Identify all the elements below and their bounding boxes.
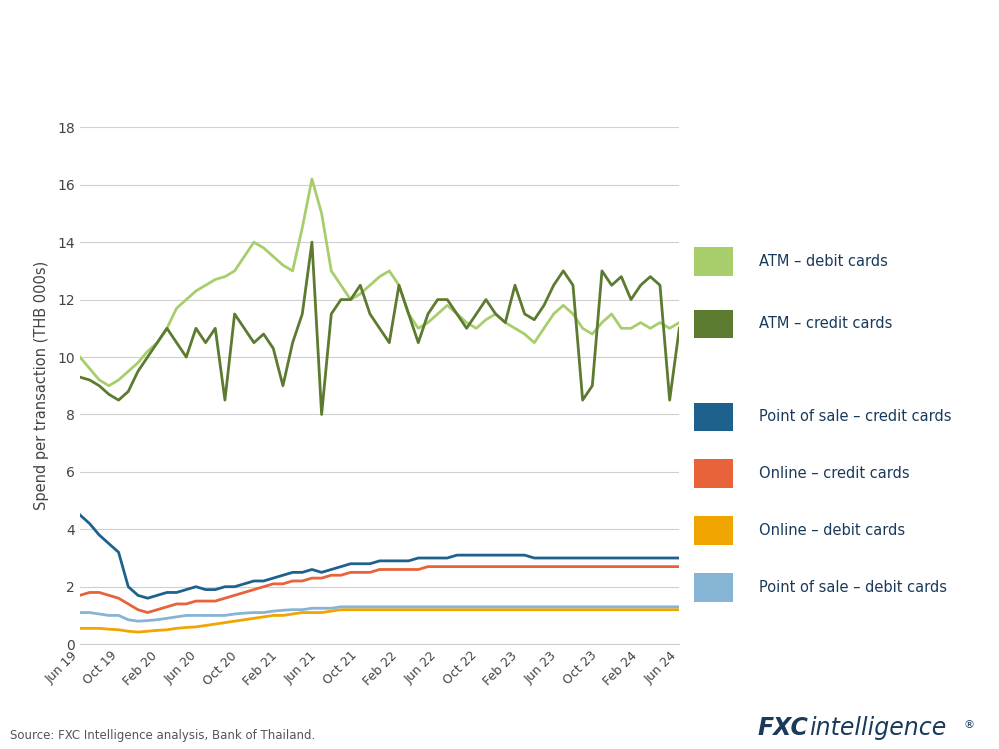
Bar xyxy=(694,247,732,276)
Text: Average spend per cross-border transactions from cards issued in Thailand: Average spend per cross-border transacti… xyxy=(12,77,635,95)
Bar xyxy=(694,573,732,601)
Bar xyxy=(694,459,732,488)
Text: Point of sale – debit cards: Point of sale – debit cards xyxy=(759,580,947,595)
Text: Online – credit cards: Online – credit cards xyxy=(759,466,910,481)
Text: Point of sale – credit cards: Point of sale – credit cards xyxy=(759,409,952,424)
Text: ®: ® xyxy=(963,721,974,730)
Y-axis label: Spend per transaction (THB 000s): Spend per transaction (THB 000s) xyxy=(34,261,49,510)
Text: ATM leads on amounts for Thai cross-border transactions: ATM leads on amounts for Thai cross-bord… xyxy=(12,22,776,47)
Text: Source: FXC Intelligence analysis, Bank of Thailand.: Source: FXC Intelligence analysis, Bank … xyxy=(10,729,316,742)
Bar xyxy=(694,516,732,545)
Bar xyxy=(694,402,732,431)
Text: ATM – credit cards: ATM – credit cards xyxy=(759,316,892,331)
Text: intelligence: intelligence xyxy=(809,716,946,740)
Text: ATM – debit cards: ATM – debit cards xyxy=(759,254,888,269)
Text: FXC: FXC xyxy=(757,716,808,740)
Text: Online – debit cards: Online – debit cards xyxy=(759,523,905,538)
Bar xyxy=(694,309,732,338)
